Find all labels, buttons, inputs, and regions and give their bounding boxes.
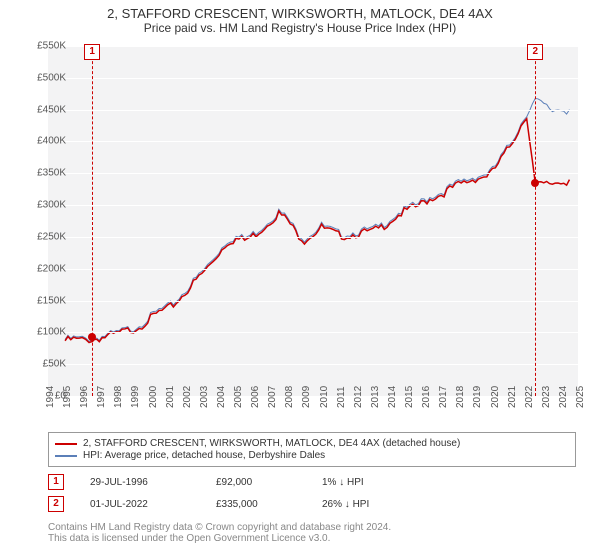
y-tick-label: £300K: [26, 200, 66, 211]
legend-item: 2, STAFFORD CRESCENT, WIRKSWORTH, MATLOC…: [55, 438, 569, 449]
legend-label: 2, STAFFORD CRESCENT, WIRKSWORTH, MATLOC…: [83, 438, 460, 449]
event-badge: 2: [48, 496, 64, 512]
gridline: [48, 46, 578, 47]
x-tick-label: 2016: [421, 386, 432, 408]
gridline: [48, 205, 578, 206]
x-tick-label: 2011: [336, 386, 347, 408]
y-tick-label: £350K: [26, 168, 66, 179]
x-tick-label: 2001: [165, 386, 176, 408]
x-tick-label: 2020: [490, 386, 501, 408]
x-tick-label: 2014: [387, 386, 398, 408]
x-tick-label: 2008: [284, 386, 295, 408]
marker-badge: 2: [527, 44, 543, 60]
chart-title: 2, STAFFORD CRESCENT, WIRKSWORTH, MATLOC…: [0, 0, 600, 21]
gridline: [48, 110, 578, 111]
credits-line1: Contains HM Land Registry data © Crown c…: [48, 522, 578, 533]
y-tick-label: £500K: [26, 72, 66, 83]
x-tick-label: 2013: [370, 386, 381, 408]
x-tick-label: 1997: [96, 386, 107, 408]
chart-subtitle: Price paid vs. HM Land Registry's House …: [0, 21, 600, 39]
x-tick-label: 2025: [575, 386, 586, 408]
y-tick-label: £50K: [26, 359, 66, 370]
x-tick-label: 2022: [524, 386, 535, 408]
gridline: [48, 78, 578, 79]
gridline: [48, 364, 578, 365]
x-tick-label: 2018: [455, 386, 466, 408]
gridline: [48, 332, 578, 333]
event-price: £92,000: [216, 477, 296, 488]
x-tick-label: 2002: [182, 386, 193, 408]
event-date: 01-JUL-2022: [90, 499, 190, 510]
event-row: 2 01-JUL-2022 £335,000 26% ↓ HPI: [48, 496, 578, 512]
gridline: [48, 301, 578, 302]
x-tick-label: 2007: [267, 386, 278, 408]
y-tick-label: £550K: [26, 41, 66, 52]
credits-line2: This data is licensed under the Open Gov…: [48, 533, 578, 544]
event-badge: 1: [48, 474, 64, 490]
event-date: 29-JUL-1996: [90, 477, 190, 488]
event-pct: 1% ↓ HPI: [322, 477, 364, 488]
marker-badge: 1: [84, 44, 100, 60]
legend-label: HPI: Average price, detached house, Derb…: [83, 450, 325, 461]
y-tick-label: £400K: [26, 136, 66, 147]
legend-swatch: [55, 443, 77, 445]
chart-plot-area: [48, 46, 578, 396]
events-table: 1 29-JUL-1996 £92,000 1% ↓ HPI 2 01-JUL-2022 £…: [48, 474, 578, 518]
legend-item: HPI: Average price, detached house, Derb…: [55, 450, 569, 461]
event-price: £335,000: [216, 499, 296, 510]
marker-vline: [92, 46, 93, 396]
chart-svg: [48, 46, 578, 396]
x-tick-label: 1998: [113, 386, 124, 408]
x-tick-label: 2019: [472, 386, 483, 408]
x-tick-label: 2024: [558, 386, 569, 408]
event-pct: 26% ↓ HPI: [322, 499, 369, 510]
x-tick-label: 2003: [199, 386, 210, 408]
marker-vline: [535, 46, 536, 396]
x-tick-label: 2017: [438, 386, 449, 408]
legend-swatch: [55, 455, 77, 457]
x-tick-label: 1999: [130, 386, 141, 408]
x-tick-label: 1995: [62, 386, 73, 408]
series-line: [65, 98, 569, 341]
x-tick-label: 2023: [541, 386, 552, 408]
x-tick-label: 2012: [353, 386, 364, 408]
x-tick-label: 2009: [301, 386, 312, 408]
x-tick-label: 2015: [404, 386, 415, 408]
gridline: [48, 173, 578, 174]
legend: 2, STAFFORD CRESCENT, WIRKSWORTH, MATLOC…: [48, 432, 576, 467]
y-tick-label: £150K: [26, 295, 66, 306]
x-tick-label: 2004: [216, 386, 227, 408]
gridline: [48, 141, 578, 142]
x-tick-label: 2006: [250, 386, 261, 408]
x-tick-label: 2021: [507, 386, 518, 408]
marker-dot: [88, 333, 96, 341]
x-tick-label: 1994: [45, 386, 56, 408]
event-row: 1 29-JUL-1996 £92,000 1% ↓ HPI: [48, 474, 578, 490]
x-tick-label: 2000: [148, 386, 159, 408]
gridline: [48, 269, 578, 270]
x-tick-label: 2005: [233, 386, 244, 408]
credits: Contains HM Land Registry data © Crown c…: [48, 522, 578, 544]
y-tick-label: £200K: [26, 263, 66, 274]
x-tick-label: 1996: [79, 386, 90, 408]
x-tick-label: 2010: [319, 386, 330, 408]
marker-dot: [531, 179, 539, 187]
y-tick-label: £250K: [26, 231, 66, 242]
y-tick-label: £100K: [26, 327, 66, 338]
gridline: [48, 237, 578, 238]
y-tick-label: £450K: [26, 104, 66, 115]
